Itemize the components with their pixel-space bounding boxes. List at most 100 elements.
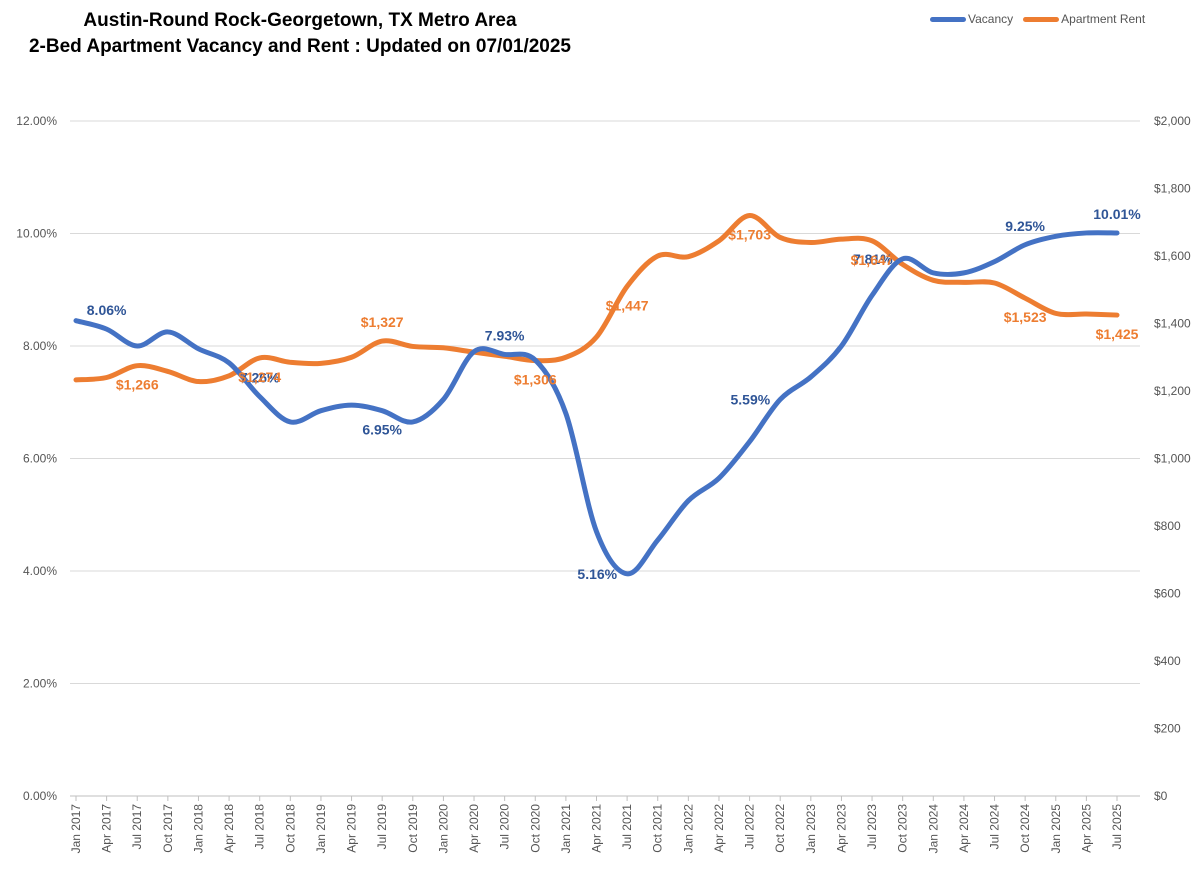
data-label-apartment-rent: $1,274 (238, 369, 281, 385)
data-label-vacancy: 7.81% (853, 251, 893, 267)
y-right-tick-label: $1,200 (1154, 384, 1191, 398)
data-point-vacancy (840, 345, 842, 347)
data-point-vacancy (994, 261, 996, 263)
legend-item-rent: Apartment Rent (1023, 12, 1145, 26)
series-line-vacancy (73, 230, 1120, 577)
data-point-vacancy (565, 413, 567, 414)
y-left-tick-label: 12.00% (16, 114, 57, 128)
y-left-tick-label: 0.00% (23, 789, 57, 803)
x-tick-label: Apr 2017 (100, 804, 114, 853)
data-point-apartment-rent (197, 381, 199, 383)
data-label-apartment-rent: $1,327 (361, 314, 404, 330)
data-point-vacancy (473, 351, 475, 353)
y-right-tick-label: $200 (1154, 722, 1181, 736)
data-point-apartment-rent (136, 365, 138, 367)
data-point-vacancy (504, 353, 506, 355)
data-point-vacancy (657, 539, 659, 541)
x-tick-label: Jul 2018 (253, 804, 267, 850)
data-point-apartment-rent (565, 356, 567, 358)
x-tick-label: Apr 2020 (467, 804, 481, 853)
data-label-apartment-rent: $1,425 (1096, 326, 1139, 342)
x-tick-label: Jan 2021 (559, 804, 573, 854)
data-point-apartment-rent (932, 279, 934, 281)
x-tick-label: Jan 2018 (191, 804, 205, 854)
data-point-apartment-rent (289, 361, 291, 363)
data-label-vacancy: 5.59% (731, 391, 771, 407)
data-point-apartment-rent (1055, 312, 1057, 314)
data-point-vacancy (718, 477, 720, 479)
data-label-vacancy: 8.06% (87, 302, 127, 318)
chart-title: Austin-Round Rock-Georgetown, TX Metro A… (83, 10, 517, 31)
y-left-tick-label: 6.00% (23, 452, 57, 466)
x-tick-label: Jul 2024 (988, 804, 1002, 850)
data-label-vacancy: 5.16% (577, 566, 617, 582)
data-point-vacancy (351, 404, 353, 406)
data-label-apartment-rent: $1,647 (851, 252, 894, 268)
legend-label-rent: Apartment Rent (1061, 12, 1146, 26)
data-point-vacancy (75, 320, 77, 322)
data-point-vacancy (871, 294, 873, 296)
x-tick-label: Jul 2020 (498, 804, 512, 850)
x-tick-label: Apr 2022 (712, 804, 726, 853)
x-tick-label: Oct 2018 (283, 804, 297, 853)
data-point-apartment-rent (259, 357, 261, 359)
data-point-vacancy (626, 573, 628, 575)
data-label-vacancy: 10.01% (1093, 206, 1141, 222)
legend-swatch-rent (1023, 16, 1060, 22)
x-tick-label: Oct 2017 (161, 804, 175, 853)
y-right-tick-label: $800 (1154, 519, 1181, 533)
x-tick-label: Apr 2019 (345, 804, 359, 853)
x-tick-label: Jul 2021 (620, 804, 634, 850)
data-point-apartment-rent (902, 263, 904, 265)
data-point-apartment-rent (412, 345, 414, 347)
data-point-apartment-rent (442, 347, 444, 349)
data-point-apartment-rent (596, 336, 597, 338)
x-tick-label: Oct 2024 (1018, 804, 1032, 853)
x-tick-label: Oct 2020 (528, 804, 542, 853)
legend-swatch-vacancy (930, 16, 966, 22)
data-point-vacancy (106, 328, 108, 330)
x-tick-label: Jul 2025 (1110, 804, 1124, 850)
data-point-apartment-rent (657, 255, 659, 257)
data-point-apartment-rent (320, 362, 322, 364)
data-point-vacancy (320, 410, 322, 412)
data-point-apartment-rent (106, 377, 108, 378)
data-point-apartment-rent (810, 242, 812, 243)
data-point-vacancy (259, 396, 261, 398)
y-right-tick-label: $2,000 (1154, 114, 1191, 128)
y-right-tick-label: $600 (1154, 587, 1181, 601)
data-point-apartment-rent (381, 340, 383, 342)
x-tick-label: Oct 2022 (773, 804, 787, 853)
data-point-apartment-rent (718, 240, 720, 242)
x-tick-label: Jan 2020 (436, 804, 450, 854)
legend-label-vacancy: Vacancy (968, 12, 1014, 26)
x-tick-label: Oct 2019 (406, 804, 420, 853)
data-point-apartment-rent (840, 238, 842, 240)
data-point-apartment-rent (994, 282, 996, 284)
data-point-vacancy (932, 272, 934, 274)
data-point-apartment-rent (75, 379, 77, 381)
data-point-apartment-rent (1085, 313, 1087, 315)
data-point-apartment-rent (626, 285, 628, 287)
y-right-tick-label: $1,800 (1154, 182, 1191, 196)
y-right-tick-label: $1,600 (1154, 249, 1191, 263)
x-tick-label: Oct 2023 (896, 804, 910, 853)
data-point-vacancy (1116, 232, 1118, 234)
data-point-vacancy (197, 348, 199, 350)
data-point-vacancy (228, 362, 230, 364)
data-point-apartment-rent (351, 356, 353, 358)
x-tick-label: Apr 2021 (590, 804, 604, 853)
data-point-vacancy (687, 500, 689, 502)
chart-legend: Vacancy Apartment Rent (930, 12, 1155, 26)
x-tick-label: Jul 2019 (375, 804, 389, 850)
x-tick-label: Apr 2024 (957, 804, 971, 853)
data-point-vacancy (289, 421, 291, 423)
x-tick-label: Jan 2022 (681, 804, 695, 854)
data-label-apartment-rent: $1,703 (728, 227, 771, 243)
x-tick-label: Apr 2018 (222, 804, 236, 853)
series-line-apartment-rent (73, 213, 1120, 385)
data-point-vacancy (167, 331, 169, 333)
data-point-vacancy (136, 345, 138, 347)
legend-item-vacancy: Vacancy (930, 12, 1013, 26)
